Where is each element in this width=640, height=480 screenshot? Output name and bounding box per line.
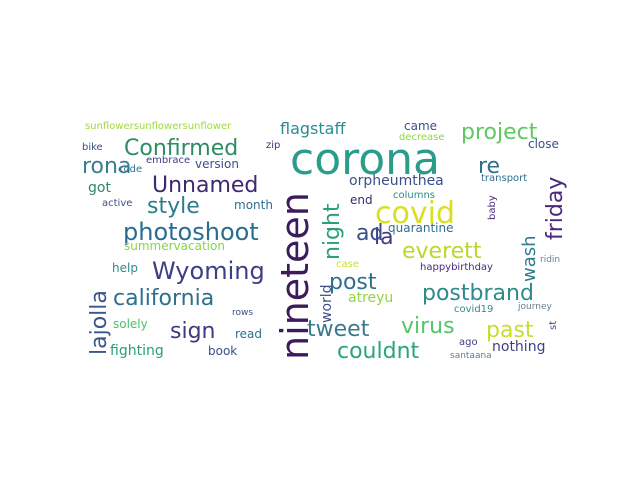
word-month: month bbox=[234, 198, 273, 212]
word-nineteen: nineteen bbox=[273, 192, 317, 360]
word-project: project bbox=[461, 120, 538, 145]
word-baby: baby bbox=[487, 195, 498, 220]
word-style: style bbox=[147, 194, 200, 219]
word-embrace: embrace bbox=[146, 155, 190, 166]
word-read: read bbox=[235, 327, 262, 341]
word-tweet: tweet bbox=[307, 317, 370, 342]
word-quarantine: quarantine bbox=[388, 221, 454, 235]
word-came: came bbox=[404, 119, 437, 133]
word-photoshoot: photoshoot bbox=[123, 218, 259, 246]
word-covid19: covid19 bbox=[454, 304, 493, 315]
word-end: end bbox=[350, 193, 373, 207]
word-corona: corona bbox=[290, 134, 440, 185]
word-wyoming: Wyoming bbox=[152, 257, 265, 285]
word-re: re bbox=[478, 154, 500, 179]
word-journey: journey bbox=[517, 302, 552, 312]
word-columns: columns bbox=[393, 190, 435, 201]
word-everett: everett bbox=[402, 239, 482, 264]
word-rows: rows bbox=[232, 308, 253, 318]
word-ago: ago bbox=[459, 337, 478, 348]
word-santaana: santaana bbox=[450, 351, 492, 361]
word-atreyu: atreyu bbox=[348, 290, 393, 306]
word-decrease: decrease bbox=[399, 132, 445, 143]
word-unnamed: Unnamed bbox=[152, 173, 258, 198]
word-bike: bike bbox=[82, 142, 103, 153]
word-group: corona nineteen covid photoshoot californiaW… bbox=[82, 119, 568, 364]
word-friday: friday bbox=[543, 177, 568, 240]
word-transport: transport bbox=[481, 173, 527, 184]
word-la: la bbox=[374, 225, 394, 250]
word-case: case bbox=[336, 259, 359, 270]
word-st: st bbox=[548, 321, 559, 330]
word-code: code bbox=[118, 164, 142, 175]
word-virus: virus bbox=[401, 314, 455, 339]
word-rona: rona bbox=[82, 154, 131, 179]
word-ridin: ridin bbox=[540, 255, 560, 265]
word-sign: sign bbox=[170, 319, 215, 344]
word-couldnt: couldnt bbox=[337, 339, 420, 364]
word-orpheumthea: orpheumthea bbox=[349, 173, 444, 189]
word-version: version bbox=[195, 157, 239, 171]
word-lajolla: lajolla bbox=[87, 290, 112, 355]
word-got: got bbox=[88, 180, 111, 196]
word-summervacation: summervacation bbox=[124, 239, 225, 253]
word-nothing: nothing bbox=[492, 339, 545, 355]
word-ad: ad bbox=[356, 221, 383, 246]
word-close: close bbox=[528, 137, 559, 151]
word-covid: covid bbox=[375, 196, 455, 231]
word-night: night bbox=[320, 203, 345, 260]
word-help: help bbox=[112, 261, 138, 275]
word-zip: zip bbox=[266, 140, 280, 151]
word-flagstaff: flagstaff bbox=[280, 119, 346, 138]
word-confirmed: Confirmed bbox=[124, 136, 238, 161]
word-wash: wash bbox=[519, 235, 540, 282]
word-book: book bbox=[208, 344, 237, 358]
word-post: post bbox=[329, 270, 377, 295]
word-world: world bbox=[319, 284, 335, 323]
word-past: past bbox=[486, 318, 534, 343]
word-fighting: fighting bbox=[110, 343, 164, 359]
cloud-background bbox=[80, 120, 560, 360]
word-postbrand: postbrand bbox=[422, 281, 534, 306]
word-sunflowersunflowersunflower: sunflowersunflowersunflower bbox=[85, 121, 232, 132]
word-solely: solely bbox=[113, 317, 148, 331]
word-active: active bbox=[102, 198, 132, 209]
word-happybirthday: happybirthday bbox=[420, 262, 493, 273]
word-california: california bbox=[113, 286, 214, 311]
